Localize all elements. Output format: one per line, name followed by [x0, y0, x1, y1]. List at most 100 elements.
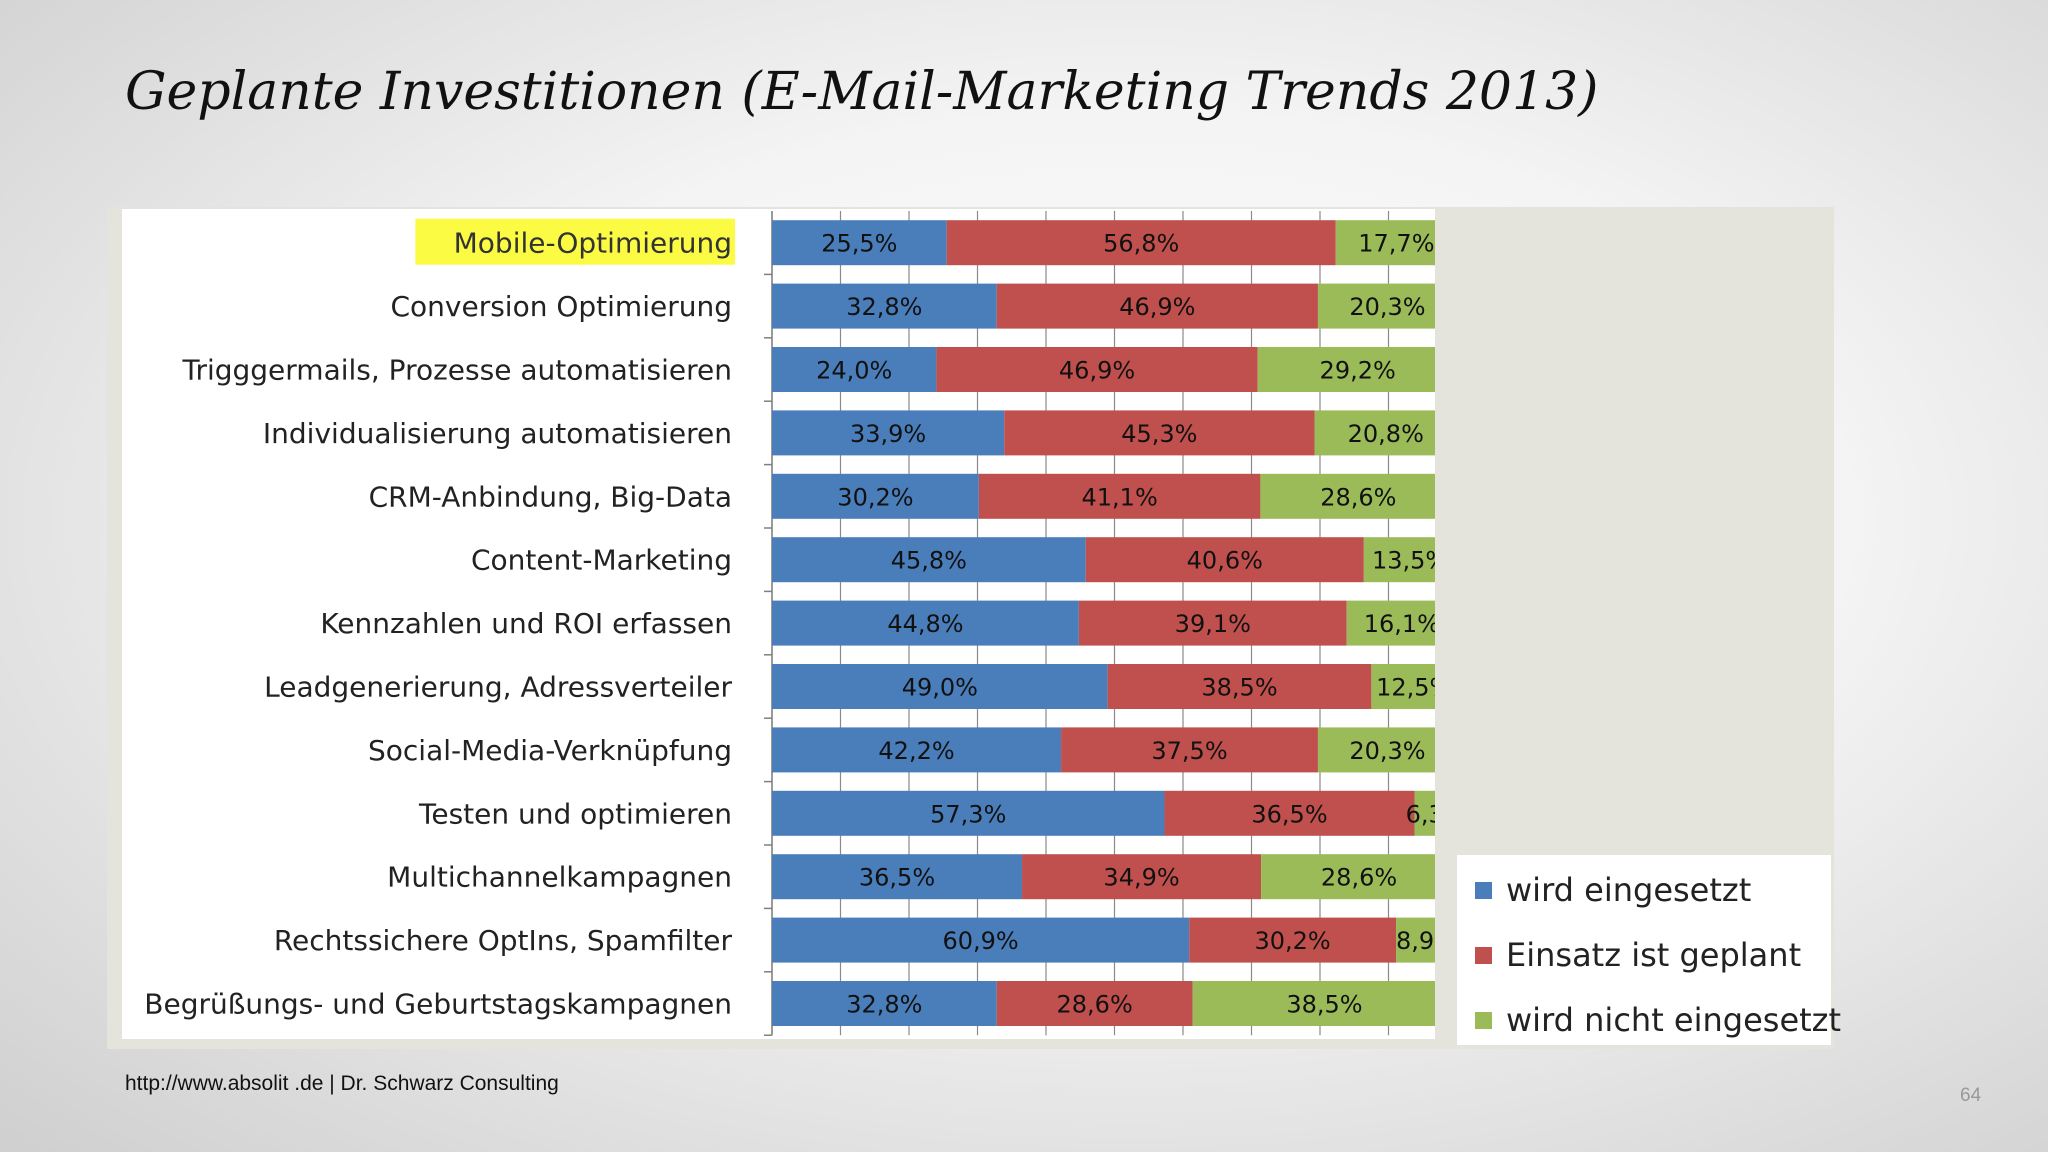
bar-segment — [1317, 727, 1435, 773]
data-label: 41,1% — [1082, 483, 1158, 511]
bar-segment — [1022, 854, 1262, 900]
data-label: 38,5% — [1201, 674, 1277, 702]
bar-segment — [772, 727, 1062, 773]
data-label: 32,8% — [846, 991, 922, 1019]
data-label: 28,6% — [1321, 864, 1397, 892]
bar-segment — [772, 854, 1023, 900]
bar-segment — [1260, 473, 1435, 519]
bar-segment — [772, 283, 997, 329]
legend-item-einsatz-ist-geplant: Einsatz ist geplant — [1475, 935, 1801, 975]
data-label: 39,1% — [1175, 610, 1251, 638]
bar-segment — [1346, 600, 1435, 646]
source-citation: http://www.absolit .de | Dr. Schwarz Con… — [125, 1072, 559, 1095]
data-label: 16,1% — [1364, 610, 1435, 638]
data-label: 12,5% — [1376, 674, 1435, 702]
category-highlight — [415, 218, 735, 265]
data-label: 20,8% — [1348, 420, 1424, 448]
data-label: 36,5% — [1251, 800, 1327, 828]
bar-segment — [1317, 283, 1435, 329]
data-label: 49,0% — [902, 674, 978, 702]
bar-segment — [1004, 410, 1315, 456]
data-label: 28,6% — [1057, 991, 1133, 1019]
category-label: Social-Media-Verknüpfung — [368, 734, 732, 767]
legend-label: Einsatz ist geplant — [1506, 936, 1802, 974]
bar-segment — [1363, 537, 1435, 583]
data-label: 33,9% — [850, 420, 926, 448]
category-label: Individualisierung automatisieren — [263, 417, 732, 450]
bar-segment — [1192, 981, 1435, 1026]
bar-segment — [772, 537, 1086, 583]
bar-segment — [1257, 347, 1435, 392]
category-label: Mobile-Optimierung — [454, 227, 732, 260]
bar-segment — [1107, 664, 1372, 709]
bar-segment — [772, 410, 1005, 456]
legend-label: wird eingesetzt — [1506, 871, 1752, 909]
data-label: 40,6% — [1187, 547, 1263, 575]
bar-segment — [978, 473, 1261, 519]
bar-segment — [772, 347, 937, 392]
legend-swatch-blue — [1475, 881, 1492, 899]
legend-item-wird-nicht-eingesetzt: wird nicht eingesetzt — [1475, 1000, 1841, 1040]
bar-segment — [1164, 790, 1415, 836]
data-label: 37,5% — [1151, 737, 1227, 765]
bar-segment — [1061, 727, 1318, 773]
data-label: 44,8% — [887, 610, 963, 638]
bar-segment — [1414, 790, 1435, 836]
chart-area: Mobile-Optimierung 25,5% 56,8% 17,7% Convers… — [122, 209, 1435, 1039]
bar-segment — [996, 981, 1193, 1026]
data-label: 20,3% — [1349, 737, 1425, 765]
category-label: Leadgenerierung, Adressverteiler — [264, 671, 732, 704]
category-label: Testen und optimieren — [418, 797, 732, 830]
data-label: 30,2% — [837, 483, 913, 511]
bar-segment — [1261, 854, 1435, 900]
page-number: 64 — [1960, 1085, 1982, 1106]
bar-segment — [1335, 220, 1435, 266]
bar-segment — [772, 220, 947, 266]
data-label: 6,3% — [1406, 800, 1435, 828]
legend-item-wird-eingesetzt: wird eingesetzt — [1475, 870, 1751, 910]
data-label: 25,5% — [821, 230, 897, 258]
bar-segment — [1085, 537, 1364, 583]
data-label: 32,8% — [846, 293, 922, 321]
data-label: 13,5% — [1372, 547, 1435, 575]
data-label: 29,2% — [1320, 357, 1396, 385]
data-label: 36,5% — [859, 864, 935, 892]
bar-segment — [936, 347, 1258, 392]
bar-segment — [1371, 664, 1435, 709]
bar-segment — [772, 981, 997, 1026]
category-label: Rechtssichere OptIns, Spamfilter — [274, 924, 733, 957]
category-label: Multichannelkampagnen — [387, 861, 732, 894]
category-label: Kennzahlen und ROI erfassen — [320, 607, 732, 640]
data-label: 56,8% — [1103, 230, 1179, 258]
legend-swatch-green — [1475, 1011, 1492, 1029]
chart-legend: wird eingesetzt Einsatz ist geplant wird… — [1457, 855, 1841, 1045]
data-label: 60,9% — [942, 927, 1018, 955]
bar-segment — [1078, 600, 1347, 646]
category-label: CRM-Anbindung, Big-Data — [369, 480, 732, 513]
data-label: 24,0% — [816, 357, 892, 385]
data-label: 20,3% — [1349, 293, 1425, 321]
data-label: 42,2% — [878, 737, 954, 765]
bar-segment — [772, 600, 1079, 646]
data-label: 28,6% — [1320, 483, 1396, 511]
data-label: 34,9% — [1103, 864, 1179, 892]
category-label: Begrüßungs- und Geburtstagskampagnen — [144, 988, 732, 1021]
chart-frame: Mobile-Optimierung 25,5% 56,8% 17,7% Convers… — [107, 207, 1841, 1049]
bar-segment — [946, 220, 1336, 266]
bar-segment — [1314, 410, 1435, 456]
bar-segment — [1396, 917, 1435, 963]
data-label: 46,9% — [1119, 293, 1195, 321]
bar-segment — [772, 790, 1165, 836]
legend-swatch-red — [1475, 946, 1492, 964]
bar-segment — [772, 917, 1190, 963]
stacked-bar-chart: Mobile-Optimierung 25,5% 56,8% 17,7% Convers… — [144, 211, 1435, 1036]
data-label: 38,5% — [1286, 991, 1362, 1019]
data-label: 30,2% — [1254, 927, 1330, 955]
category-label: Conversion Optimierung — [390, 290, 732, 323]
category-label: Trigggermails, Prozesse automatisieren — [181, 354, 732, 387]
category-label: Content-Marketing — [471, 544, 732, 577]
slide-title: Geplante Investitionen (E-Mail-Marketing… — [125, 62, 1599, 122]
data-label: 46,9% — [1059, 357, 1135, 385]
data-label: 17,7% — [1358, 230, 1434, 258]
data-label: 57,3% — [930, 800, 1006, 828]
